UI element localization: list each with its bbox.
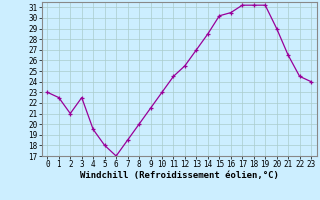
X-axis label: Windchill (Refroidissement éolien,°C): Windchill (Refroidissement éolien,°C) [80,171,279,180]
